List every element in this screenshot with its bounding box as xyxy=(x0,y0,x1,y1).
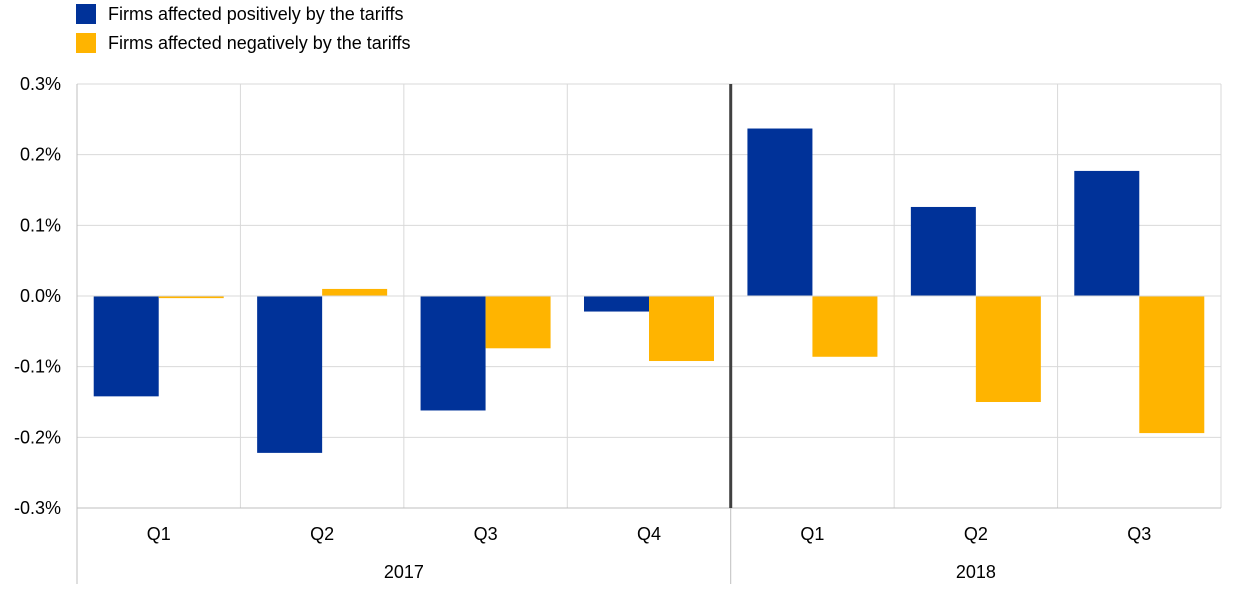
legend: Firms affected positively by the tariffs… xyxy=(76,4,410,53)
bar-negative-6 xyxy=(975,296,1041,402)
x-tick-label: Q1 xyxy=(800,524,824,544)
x-tick-label: Q3 xyxy=(1127,524,1151,544)
bar-positive-5 xyxy=(747,128,813,296)
legend-label-negative: Firms affected negatively by the tariffs xyxy=(108,33,410,53)
y-tick-label: 0.1% xyxy=(20,215,61,235)
group-label: 2017 xyxy=(384,562,424,582)
x-tick-label: Q3 xyxy=(474,524,498,544)
x-tick-label: Q2 xyxy=(310,524,334,544)
y-tick-label: -0.2% xyxy=(14,427,61,447)
bars-layer xyxy=(93,128,1205,453)
bar-negative-5 xyxy=(812,296,878,357)
y-tick-label: -0.1% xyxy=(14,357,61,377)
bar-negative-4 xyxy=(649,296,714,362)
legend-swatch-negative xyxy=(76,33,96,53)
bar-negative-1 xyxy=(158,296,224,299)
legend-swatch-positive xyxy=(76,4,96,24)
x-tick-label: Q1 xyxy=(147,524,171,544)
bar-positive-7 xyxy=(1074,170,1140,296)
bar-positive-2 xyxy=(257,296,323,453)
bar-positive-6 xyxy=(910,206,976,296)
x-tick-label: Q4 xyxy=(637,524,661,544)
bar-positive-1 xyxy=(93,296,159,397)
y-tick-label: 0.2% xyxy=(20,145,61,165)
axis-layer: 0.3% 0.2% 0.1% 0.0% -0.1% -0.2% -0.3% Q1 Q2 Q3 Q4 Q… xyxy=(14,74,1221,584)
bar-negative-7 xyxy=(1139,296,1205,434)
group-label: 2018 xyxy=(956,562,996,582)
y-tick-label: -0.3% xyxy=(14,498,61,518)
bar-positive-4 xyxy=(584,296,649,312)
bar-positive-3 xyxy=(420,296,486,411)
bar-negative-2 xyxy=(322,288,388,296)
bar-negative-3 xyxy=(485,296,551,349)
y-tick-label: 0.3% xyxy=(20,74,61,94)
legend-label-positive: Firms affected positively by the tariffs xyxy=(108,4,403,24)
x-tick-label: Q2 xyxy=(964,524,988,544)
y-tick-label: 0.0% xyxy=(20,286,61,306)
